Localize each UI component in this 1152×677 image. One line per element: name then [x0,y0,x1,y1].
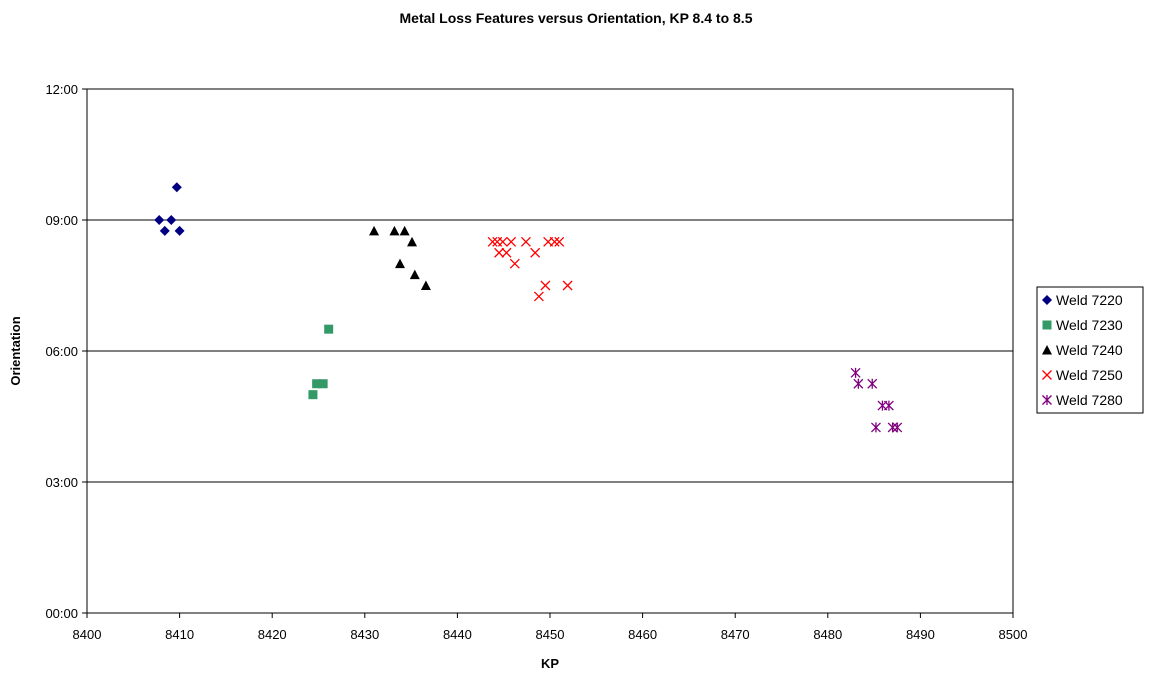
data-point [312,379,322,389]
y-tick-label: 12:00 [45,82,78,97]
chart-title: Metal Loss Features versus Orientation, … [399,10,753,26]
legend-item: Weld 7280 [1042,392,1123,408]
x-axis-title: KP [541,656,559,671]
data-point [174,225,185,236]
legend-label: Weld 7230 [1056,317,1123,333]
data-point [369,225,380,236]
legend-label: Weld 7240 [1056,342,1123,358]
data-point [562,280,573,291]
data-point [154,215,165,225]
series-weld-7230 [308,324,334,400]
data-point [549,236,560,247]
x-tick-label: 8420 [258,627,287,642]
legend-item: Weld 7240 [1042,342,1123,358]
data-point [892,422,903,433]
legend-marker [1042,345,1052,355]
y-tick-label: 00:00 [45,606,78,621]
x-tick-label: 8480 [813,627,842,642]
data-point [520,236,531,247]
legend-item: Weld 7220 [1042,292,1123,308]
data-point [533,291,544,302]
data-point [867,378,878,389]
series-weld-7280 [850,367,903,433]
axis-ticks: 00:00 03:00 06:00 09:00 12:00 8400 8410 8420 843… [45,82,1027,642]
x-tick-label: 8450 [536,627,565,642]
data-point [399,225,410,236]
legend-label: Weld 7220 [1056,292,1123,308]
data-point [420,280,431,290]
x-tick-label: 8500 [999,627,1028,642]
data-point [883,400,894,411]
y-tick-label: 09:00 [45,213,78,228]
x-tick-label: 8410 [165,627,194,642]
data-point [497,236,508,247]
data-point [509,258,520,269]
data-point [318,379,328,389]
x-tick-label: 8400 [73,627,102,642]
data-point [887,422,898,433]
data-point [494,247,505,258]
legend-box [1036,286,1144,414]
data-point [554,236,565,247]
data-point [501,247,512,258]
data-point [409,269,420,280]
legend-item: Weld 7230 [1042,317,1123,333]
legend: Weld 7220 Weld 7230 Weld 7240 Weld 7250 Weld… [1036,286,1144,414]
data-point [394,258,405,269]
legend-marker [1042,395,1052,405]
series-weld-7250 [487,236,573,302]
x-tick-label: 8490 [906,627,935,642]
data-point [850,367,861,378]
data-point [870,422,881,433]
data-point [407,236,418,247]
data-point [506,236,517,247]
x-tick-label: 8440 [443,627,472,642]
y-tick-label: 03:00 [45,475,78,490]
legend-marker [1042,370,1052,380]
data-point [324,324,334,334]
y-tick-label: 06:00 [45,344,78,359]
legend-label: Weld 7250 [1056,367,1123,383]
data-points [154,182,903,433]
data-point [530,247,541,258]
data-point [166,215,177,225]
data-point [853,378,864,389]
x-tick-label: 8470 [721,627,750,642]
legend-label: Weld 7280 [1056,392,1123,408]
gridlines [87,219,1013,483]
legend-marker [1042,320,1052,330]
data-point [159,225,170,236]
y-axis-title: Orientation [8,316,23,385]
data-point [389,225,400,236]
x-tick-label: 8460 [628,627,657,642]
series-weld-7240 [369,225,431,290]
legend-item: Weld 7250 [1042,367,1123,383]
data-point [487,236,498,247]
legend-marker [1042,295,1052,305]
data-point [540,280,551,291]
data-point [308,390,318,400]
series-weld-7220 [154,182,185,236]
data-point [171,182,182,193]
x-tick-label: 8430 [350,627,379,642]
